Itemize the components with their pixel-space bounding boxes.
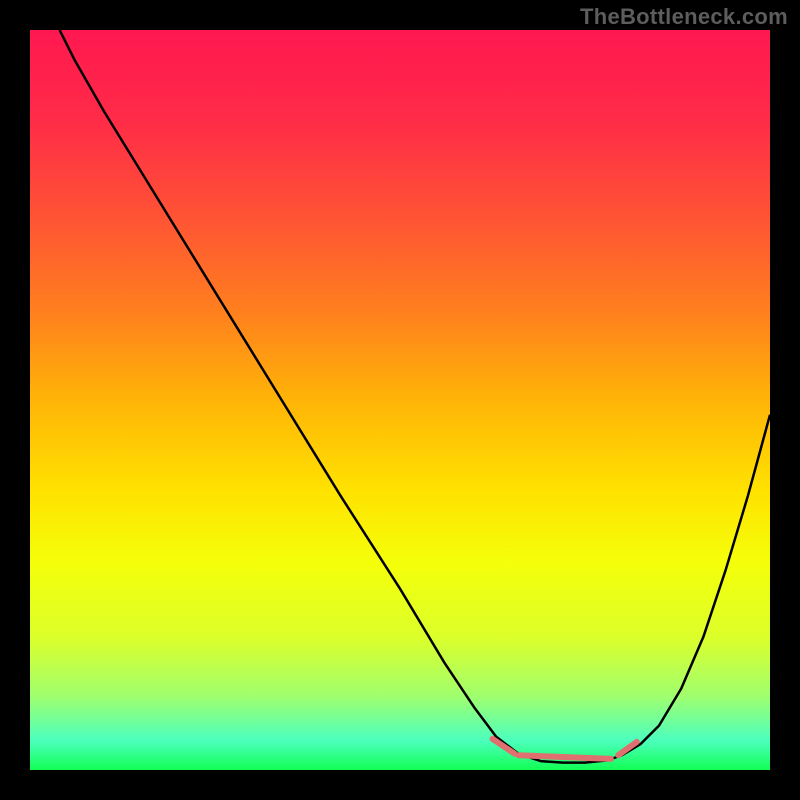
curve-layer bbox=[30, 30, 770, 770]
watermark-text: TheBottleneck.com bbox=[580, 4, 788, 30]
chart-container: TheBottleneck.com bbox=[0, 0, 800, 800]
bottleneck-curve bbox=[60, 30, 770, 763]
plot-area bbox=[30, 30, 770, 770]
